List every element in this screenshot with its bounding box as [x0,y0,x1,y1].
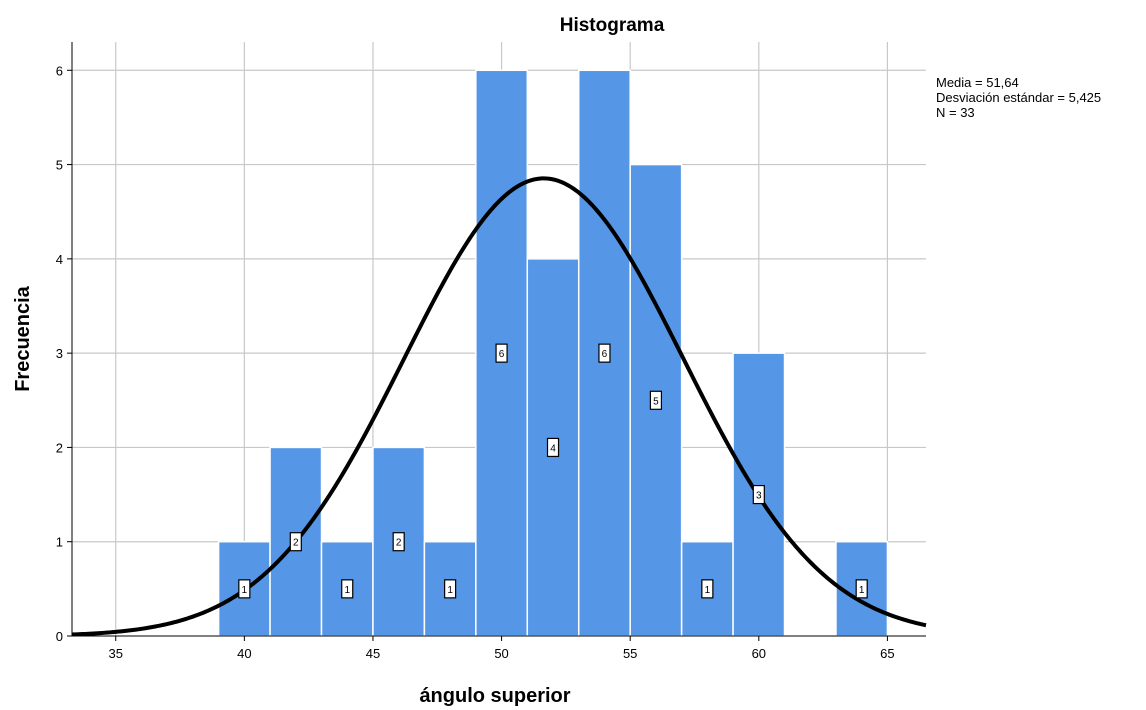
bar-label-box [598,343,611,363]
bar-label-box [392,532,405,552]
bar-count-label: 4 [550,443,556,454]
y-tick-label: 3 [56,346,63,361]
y-tick-label: 0 [56,629,63,644]
normal-curve [71,176,927,637]
histogram-bar [732,352,786,637]
bar-label-box [289,532,302,552]
bar-count-label: 1 [344,585,350,596]
stat-std-dev: Desviación estándar = 5,425 [936,90,1101,105]
bar-label-box [546,437,560,458]
y-axis-title: Frecuencia [12,285,34,391]
y-tick-label: 5 [56,158,63,173]
bar-count-label: 2 [293,538,299,549]
bar-label-box [444,579,457,599]
bar-label-box [495,343,508,363]
y-tick-label: 1 [56,535,63,550]
y-tick-label: 4 [56,252,63,267]
bar-count-label: 5 [653,396,659,407]
x-tick-label: 55 [623,646,637,661]
bar-label-box [701,579,714,599]
bar-label-box [752,484,765,505]
chart-title: Histograma [560,15,665,36]
bar-count-label: 1 [447,585,453,596]
y-tick-label: 6 [56,63,63,78]
stat-n: N = 33 [936,105,975,120]
bar-count-labels: 1 2 1 2 1 6 4 6 5 1 3 1 [238,343,868,599]
x-axis-title: ángulo superior [419,685,570,707]
bar-label-box [341,579,354,599]
x-tick-label: 35 [108,646,122,661]
bar-count-label: 6 [499,349,505,360]
histogram-bar [423,540,477,637]
bar-count-label: 1 [242,585,248,596]
x-tick-label: 40 [237,646,251,661]
y-tick-label: 2 [56,440,63,455]
bar-label-box [855,579,868,599]
bar-count-label: 2 [396,538,402,549]
statistics-box: Media = 51,64 Desviación estándar = 5,42… [936,75,1101,120]
x-tick-label: 45 [366,646,380,661]
bar-count-label: 3 [756,491,762,502]
bar-count-label: 1 [705,585,711,596]
x-tick-label: 50 [494,646,508,661]
bar-label-box [238,579,251,599]
bar-count-label: 6 [602,349,608,360]
x-tick-label: 65 [880,646,894,661]
bar-count-label: 1 [859,585,865,596]
stat-mean: Media = 51,64 [936,75,1019,90]
bar-label-box [649,390,663,410]
x-tick-label: 60 [752,646,766,661]
